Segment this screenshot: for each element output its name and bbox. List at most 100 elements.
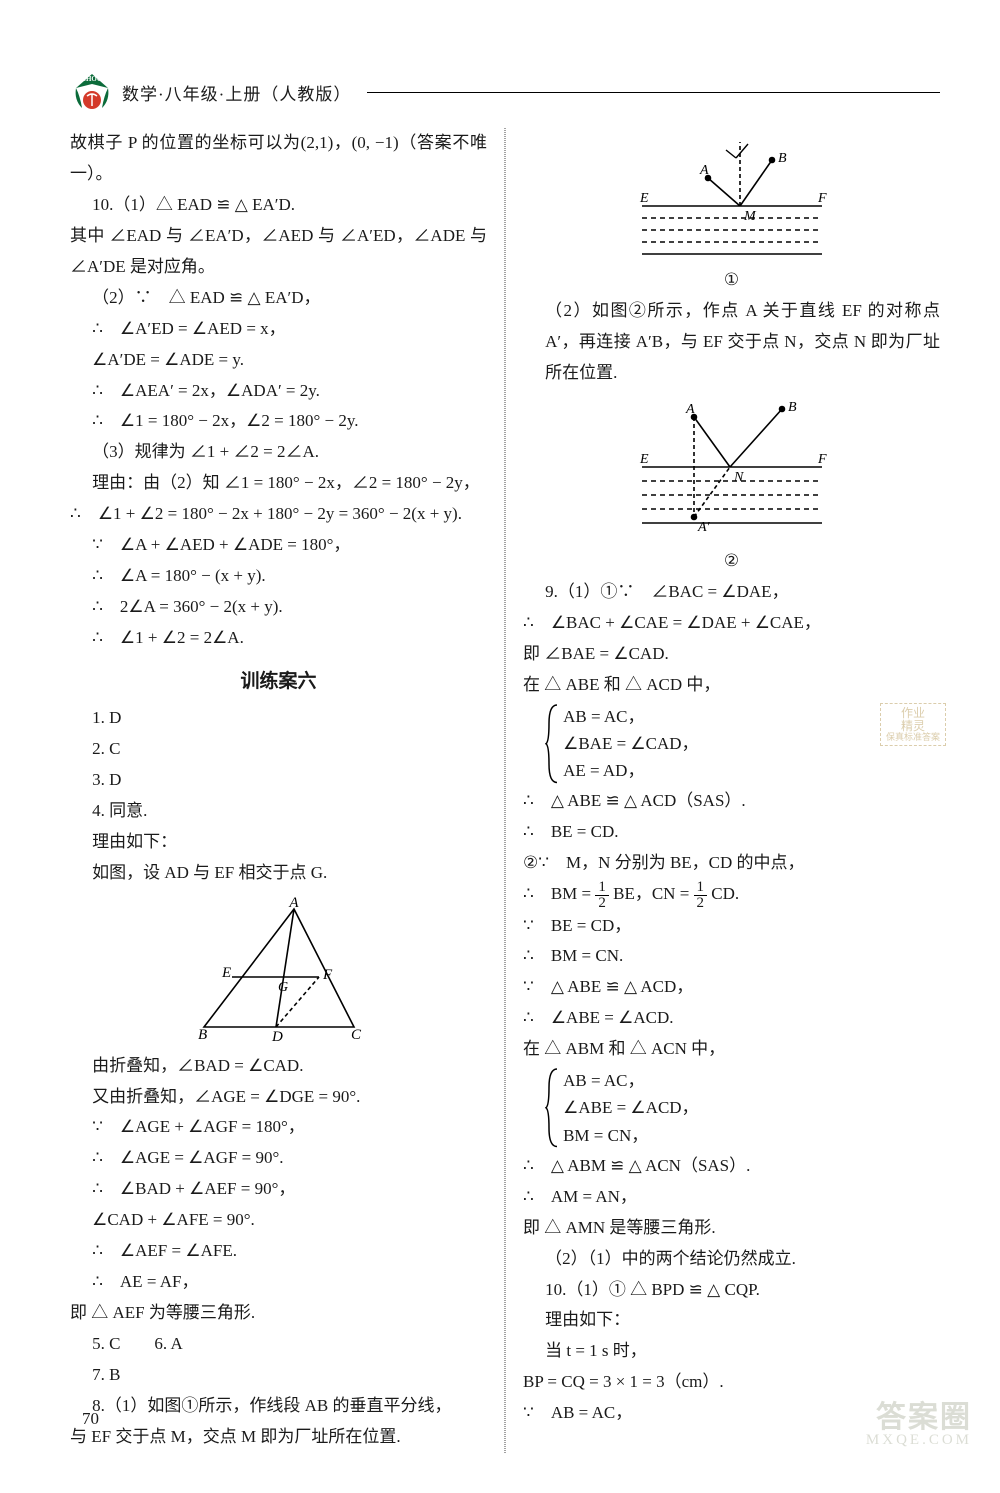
text: 又由折叠知，∠AGE = ∠DGE = 90°.: [70, 1082, 487, 1113]
figure-1: A B E F M: [523, 136, 940, 266]
text: ∴ AM = AN，: [523, 1182, 940, 1213]
text: （3）规律为 ∠1 + ∠2 = 2∠A.: [70, 437, 487, 468]
text: ∴ ∠ABE = ∠ACD.: [523, 1003, 940, 1034]
text: ∵ BE = CD，: [523, 911, 940, 942]
svg-text:A: A: [288, 897, 299, 911]
svg-text:E: E: [639, 191, 649, 206]
left-brace-icon: [545, 1067, 559, 1149]
text: 与 EF 交于点 M，交点 M 即为厂址所在位置.: [70, 1422, 487, 1453]
text: 其中 ∠EAD 与 ∠EA′D，∠AED 与 ∠A′ED，∠ADE 与 ∠A′D…: [70, 221, 487, 283]
answer: 1. D: [70, 703, 487, 734]
text: （2）∵ △ EAD ≌ △ EA′D，: [70, 283, 487, 314]
svg-text:C: C: [351, 1027, 362, 1043]
figure-2: A B E F N A′: [523, 397, 940, 547]
text: ∴ ∠1 + ∠2 = 2∠A.: [70, 623, 487, 654]
svg-text:B: B: [778, 151, 787, 166]
text: ∴ ∠1 + ∠2 = 180° − 2x + 180° − 2y = 360°…: [70, 499, 487, 530]
text: ②∵ M，N 分别为 BE，CD 的中点，: [523, 848, 940, 879]
figure-triangle: A B C D E F G: [70, 897, 487, 1047]
text: 9.（1）①∵ ∠BAC = ∠DAE，: [523, 577, 940, 608]
brace-group-1: AB = AC， ∠BAE = ∠CAD， AE = AD， 作业 精灵 保真标…: [545, 703, 940, 785]
answer: 3. D: [70, 765, 487, 796]
text: ∠CAD + ∠AFE = 90°.: [70, 1205, 487, 1236]
svg-text:N: N: [733, 470, 744, 485]
text: ∴ △ ABE ≌ △ ACD（SAS）.: [523, 786, 940, 817]
text: ∵ ∠AGE + ∠AGF = 180°，: [70, 1112, 487, 1143]
svg-text:B: B: [788, 400, 797, 415]
watermark-sub: MXQE.COM: [866, 1433, 972, 1449]
header-rule: [367, 92, 940, 93]
svg-text:E: E: [221, 965, 231, 981]
svg-text:G: G: [278, 980, 288, 995]
mini-watermark: 作业 精灵 保真标准答案: [880, 703, 946, 746]
answer: 5. C 6. A: [70, 1329, 487, 1360]
answer: 4. 同意.: [70, 796, 487, 827]
left-column: 故棋子 P 的位置的坐标可以为(2,1)，(0, −1)（答案不唯一）。 10.…: [70, 128, 505, 1453]
school-badge-icon: SCHOOL: [70, 70, 114, 114]
text: ∵ ∠A + ∠AED + ∠ADE = 180°，: [70, 530, 487, 561]
left-brace-icon: [545, 703, 559, 785]
text: ∠A′DE = ∠ADE = y.: [70, 345, 487, 376]
watermark: 答案圈 MXQE.COM: [866, 1402, 972, 1449]
text: 在 △ ABE 和 △ ACD 中，: [523, 670, 940, 701]
svg-text:A′: A′: [697, 520, 711, 535]
text: ∴ ∠AGE = ∠AGF = 90°.: [70, 1143, 487, 1174]
section-title: 训练案六: [70, 666, 487, 693]
text: 当 t = 1 s 时，: [523, 1336, 940, 1367]
column-divider: [505, 128, 506, 1453]
svg-text:F: F: [817, 452, 827, 467]
text: 10.（1）① △ BPD ≌ △ CQP.: [523, 1275, 940, 1306]
text: ∴ BM = 12 BE，CN = 12 CD.: [523, 879, 940, 911]
text: ∴ 2∠A = 360° − 2(x + y).: [70, 592, 487, 623]
text: AE = AD，: [563, 757, 940, 784]
svg-text:B: B: [198, 1027, 207, 1043]
figure-1-caption: ①: [523, 270, 940, 290]
figure-2-caption: ②: [523, 551, 940, 571]
text: （2）（1）中的两个结论仍然成立.: [523, 1244, 940, 1275]
text: BM = CN，: [563, 1122, 940, 1149]
svg-text:D: D: [271, 1029, 283, 1045]
text: 由折叠知，∠BAD = ∠CAD.: [70, 1051, 487, 1082]
text: 10.（1）△ EAD ≌ △ EA′D.: [70, 190, 487, 221]
text: 在 △ ABM 和 △ ACN 中，: [523, 1034, 940, 1065]
brace-group-2: AB = AC， ∠ABE = ∠ACD， BM = CN，: [545, 1067, 940, 1149]
text: 如图，设 AD 与 EF 相交于点 G.: [70, 858, 487, 889]
text: ∴ ∠A′ED = ∠AED = x，: [70, 314, 487, 345]
text: BP = CQ = 3 × 1 = 3（cm）.: [523, 1367, 940, 1398]
text: ∴ ∠BAD + ∠AEF = 90°，: [70, 1174, 487, 1205]
watermark-main: 答案圈: [866, 1402, 972, 1434]
svg-text:SCHOOL: SCHOOL: [77, 75, 107, 83]
text: 即 △ AEF 为等腰三角形.: [70, 1298, 487, 1329]
text: ∴ ∠1 = 180° − 2x，∠2 = 180° − 2y.: [70, 406, 487, 437]
svg-text:F: F: [817, 191, 827, 206]
text: 即 ∠BAE = ∠CAD.: [523, 639, 940, 670]
text: ∴ BE = CD.: [523, 817, 940, 848]
answer: 2. C: [70, 734, 487, 765]
page-number: 70: [82, 1409, 99, 1429]
text: AB = AC，: [563, 1067, 940, 1094]
page-header: SCHOOL 数学·八年级·上册（人教版）: [70, 70, 940, 114]
text: ∴ AE = AF，: [70, 1267, 487, 1298]
text: 理由如下：: [70, 827, 487, 858]
text: 8.（1）如图①所示，作线段 AB 的垂直平分线，: [70, 1391, 487, 1422]
text: ∴ ∠AEF = ∠AFE.: [70, 1236, 487, 1267]
text: ∴ ∠BAC + ∠CAE = ∠DAE + ∠CAE，: [523, 608, 940, 639]
text: ∵ △ ABE ≌ △ ACD，: [523, 972, 940, 1003]
text: ∴ ∠A = 180° − (x + y).: [70, 561, 487, 592]
svg-text:F: F: [322, 967, 333, 983]
text: 故棋子 P 的位置的坐标可以为(2,1)，(0, −1)（答案不唯一）。: [70, 128, 487, 190]
text: （2）如图②所示，作点 A 关于直线 EF 的对称点 A′，再连接 A′B，与 …: [523, 296, 940, 389]
text: 即 △ AMN 是等腰三角形.: [523, 1213, 940, 1244]
svg-text:M: M: [743, 209, 757, 224]
text: ∴ BM = CN.: [523, 941, 940, 972]
right-column: A B E F M ① （2）如图②所示，作点 A 关于直线 EF 的对称点 A…: [505, 128, 940, 1453]
text: ∠ABE = ∠ACD，: [563, 1094, 940, 1121]
svg-text:E: E: [639, 452, 649, 467]
text: ∴ △ ABM ≌ △ ACN（SAS）.: [523, 1151, 940, 1182]
text: 理由如下：: [523, 1305, 940, 1336]
svg-text:A: A: [685, 402, 695, 417]
text: 理由：由（2）知 ∠1 = 180° − 2x，∠2 = 180° − 2y，: [70, 468, 487, 499]
answer: 7. B: [70, 1360, 487, 1391]
header-title: 数学·八年级·上册（人教版）: [122, 80, 351, 105]
svg-text:A: A: [699, 163, 709, 178]
